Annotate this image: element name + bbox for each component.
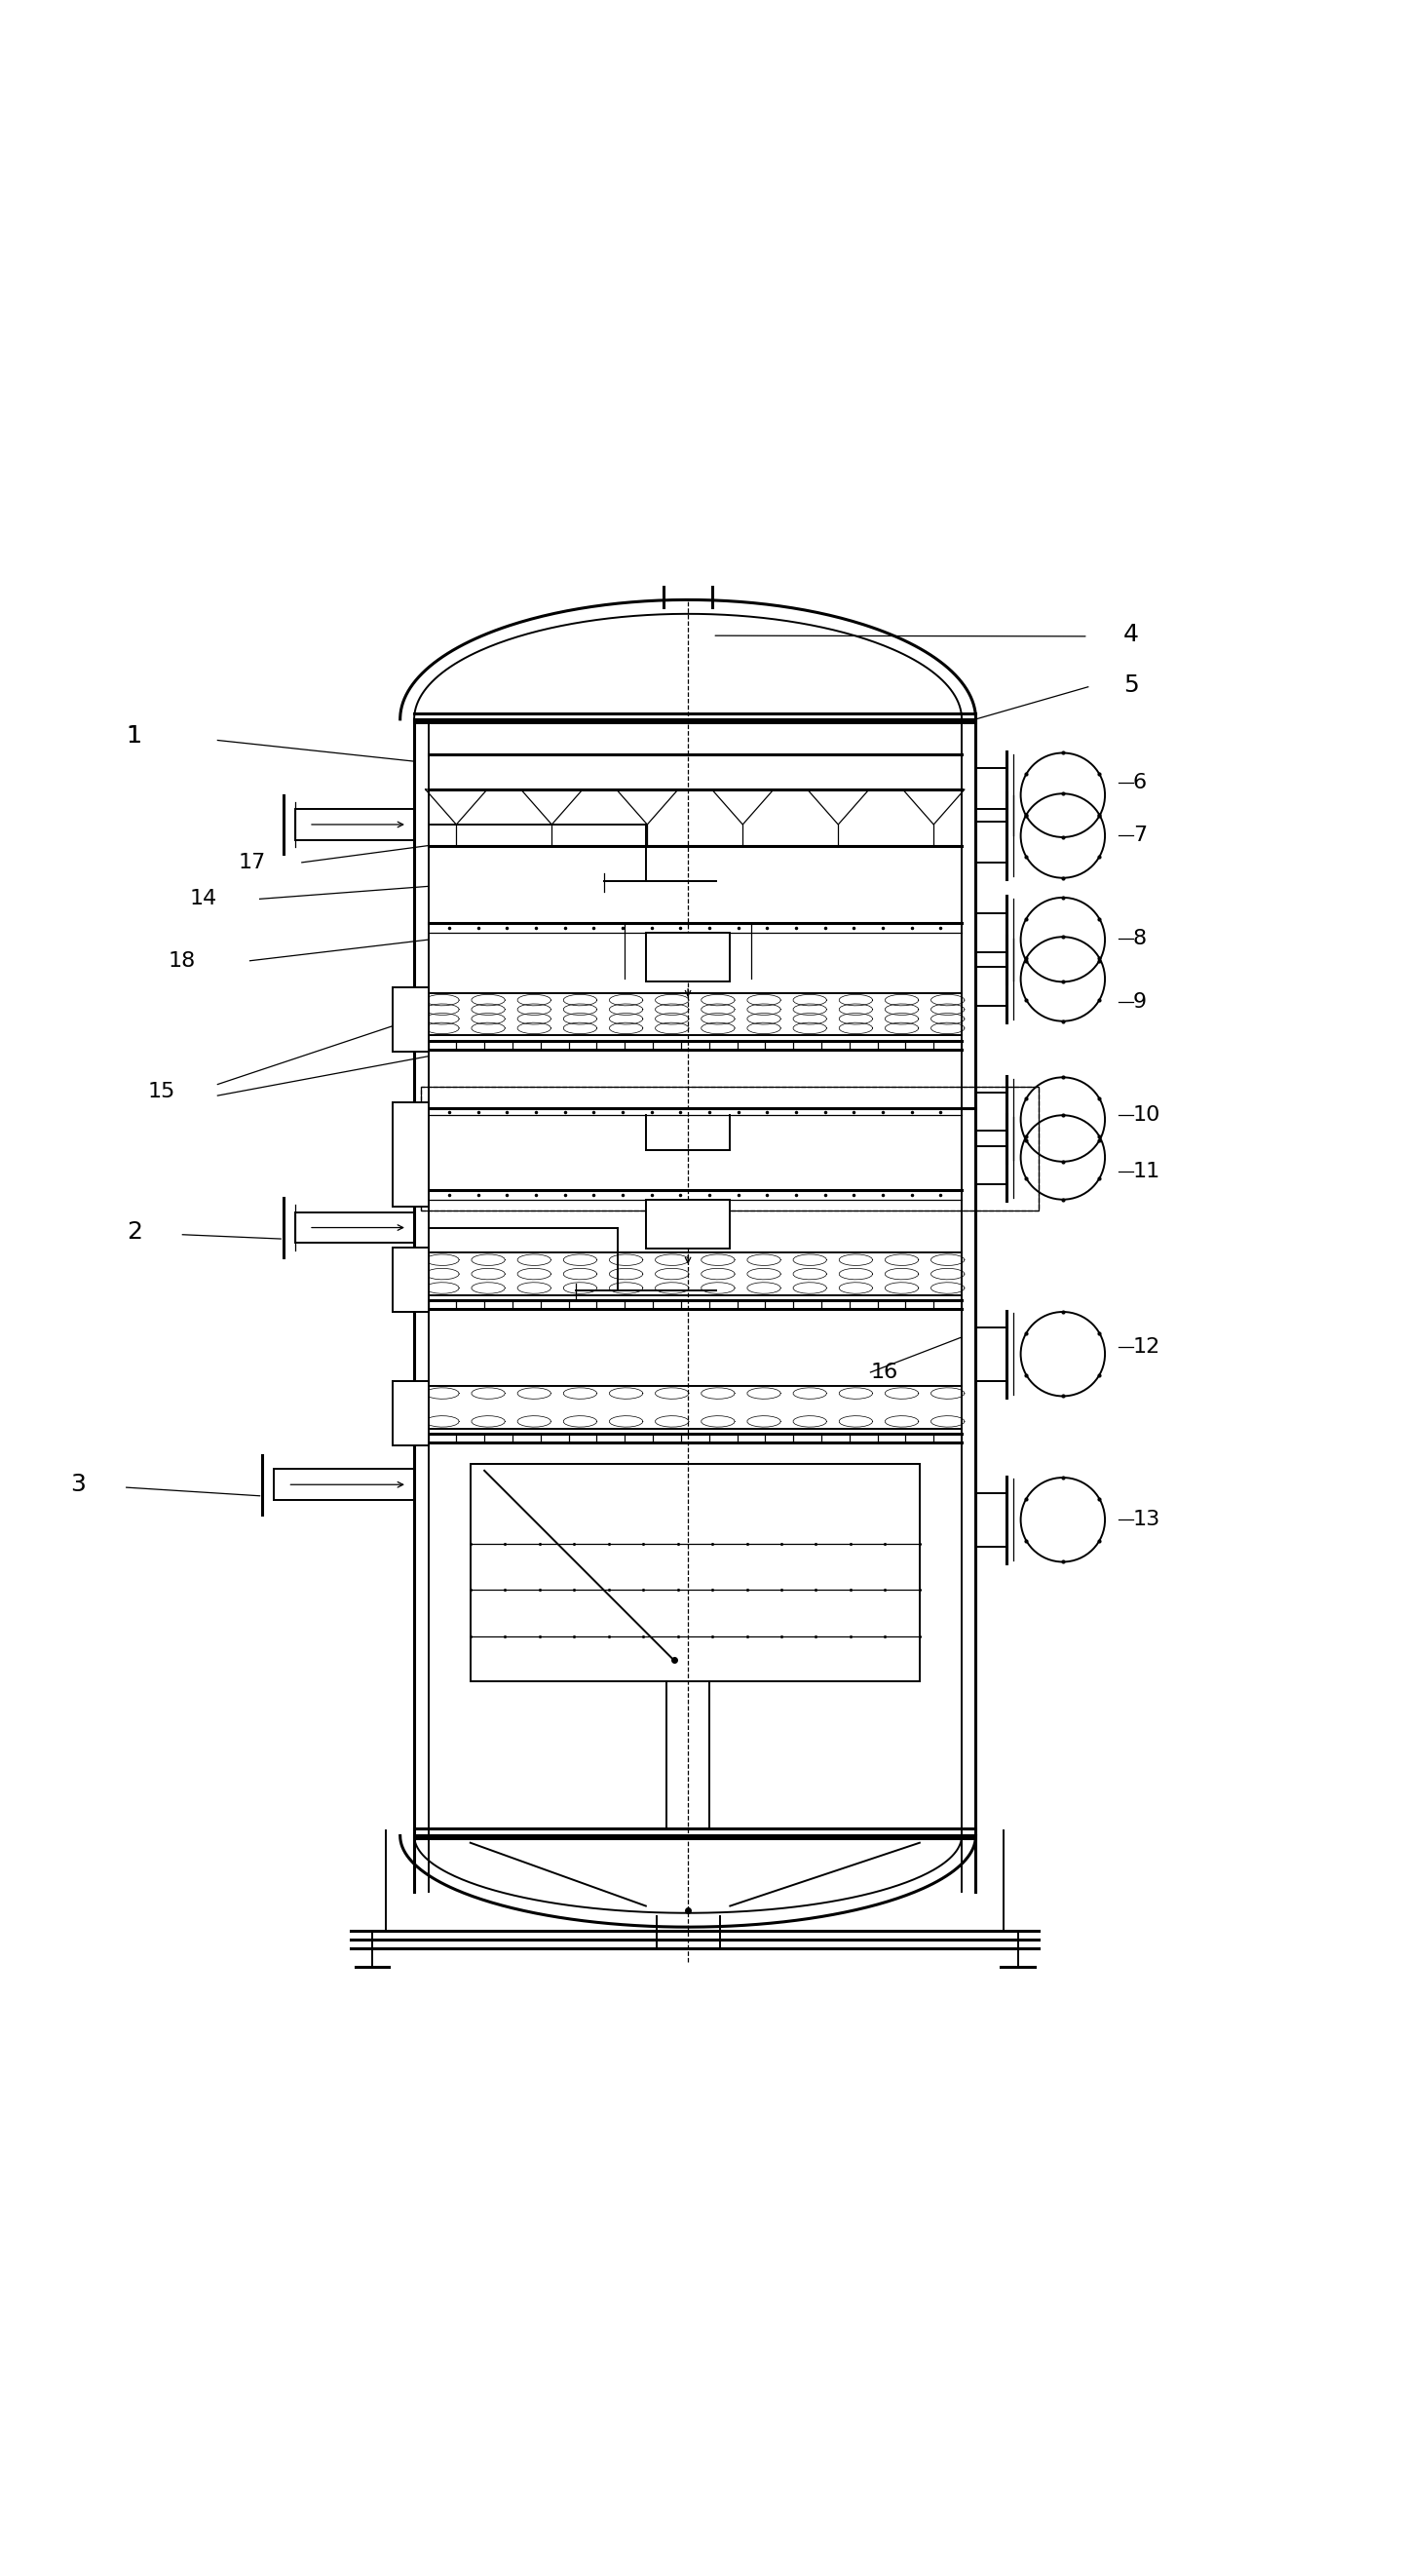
Text: 9: 9 xyxy=(1133,992,1147,1012)
Text: 14: 14 xyxy=(190,889,218,909)
Text: 1: 1 xyxy=(126,724,142,747)
Text: 3: 3 xyxy=(70,1473,86,1497)
Text: 12: 12 xyxy=(1133,1337,1161,1358)
Bar xyxy=(295,809,414,840)
Bar xyxy=(274,1468,414,1499)
Bar xyxy=(393,1381,428,1445)
Bar xyxy=(393,1103,428,1206)
Bar xyxy=(295,1213,414,1244)
Text: 7: 7 xyxy=(1133,827,1147,845)
Text: 6: 6 xyxy=(1133,773,1147,793)
Text: 17: 17 xyxy=(239,853,267,873)
Text: 11: 11 xyxy=(1133,1162,1161,1182)
Text: 10: 10 xyxy=(1133,1105,1161,1126)
Text: 16: 16 xyxy=(870,1363,899,1381)
Text: 2: 2 xyxy=(126,1221,142,1244)
Bar xyxy=(646,1200,730,1249)
Text: 18: 18 xyxy=(168,951,197,971)
Bar xyxy=(393,1247,428,1311)
Bar xyxy=(393,987,428,1051)
Text: 1: 1 xyxy=(126,724,142,747)
Bar xyxy=(421,1087,1039,1211)
Text: 8: 8 xyxy=(1133,927,1147,948)
Text: 15: 15 xyxy=(147,1082,176,1100)
Text: 4: 4 xyxy=(1123,623,1139,647)
Bar xyxy=(646,933,730,981)
Text: 5: 5 xyxy=(1123,675,1139,698)
Bar xyxy=(421,1087,1039,1211)
Text: 13: 13 xyxy=(1133,1510,1161,1530)
